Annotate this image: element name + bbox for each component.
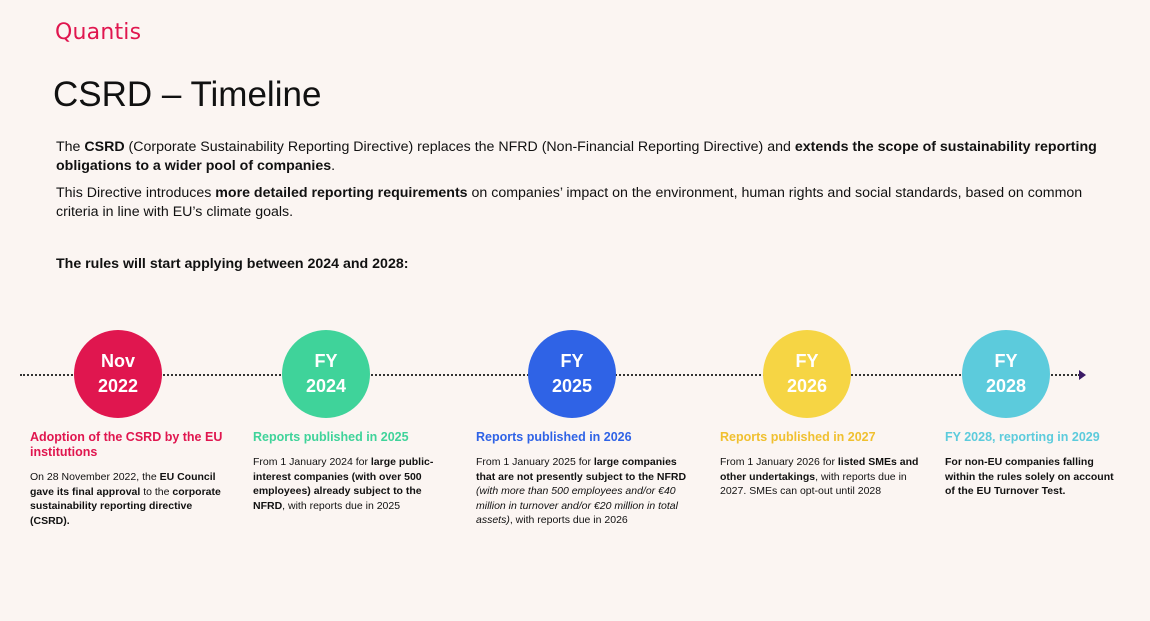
milestone-column-5: FY 2028, reporting in 2029 For non-EU co…	[945, 430, 1125, 499]
milestone-circle-fy-2024: FY 2024	[282, 330, 370, 418]
page-title: CSRD – Timeline	[53, 75, 322, 114]
lead-text: The rules will start applying between 20…	[56, 256, 409, 272]
milestone-column-4: Reports published in 2027 From 1 January…	[720, 430, 930, 499]
timeline: Nov 2022 FY 2024 FY 2025 FY 2026 FY 2028	[0, 320, 1150, 440]
milestone-circle-fy-2028: FY 2028	[962, 330, 1050, 418]
milestone-column-2: Reports published in 2025 From 1 January…	[253, 430, 448, 513]
milestone-circle-fy-2026: FY 2026	[763, 330, 851, 418]
milestone-circle-nov-2022: Nov 2022	[74, 330, 162, 418]
milestone-column-1: Adoption of the CSRD by the EU instituti…	[30, 430, 230, 528]
milestone-description: From 1 January 2026 for listed SMEs and …	[720, 456, 919, 497]
intro-paragraph-1: The CSRD (Corporate Sustainability Repor…	[56, 139, 1097, 174]
milestone-heading: Reports published in 2025	[253, 430, 409, 444]
intro-paragraph-2: This Directive introduces more detailed …	[56, 185, 1083, 220]
milestone-circle-fy-2025: FY 2025	[528, 330, 616, 418]
arrowhead-icon	[1079, 370, 1086, 380]
milestone-description: For non-EU companies falling within the …	[945, 456, 1114, 497]
milestone-column-3: Reports published in 2026 From 1 January…	[476, 430, 696, 528]
intro-text: The CSRD (Corporate Sustainability Repor…	[56, 138, 1106, 230]
milestone-heading: Adoption of the CSRD by the EU instituti…	[30, 430, 223, 459]
milestone-description: From 1 January 2025 for large companies …	[476, 456, 687, 526]
brand-logo: Quantis	[55, 20, 142, 45]
milestone-heading: Reports published in 2026	[476, 430, 632, 444]
milestone-description: On 28 November 2022, the EU Council gave…	[30, 471, 221, 527]
milestone-heading: Reports published in 2027	[720, 430, 876, 444]
milestone-description: From 1 January 2024 for large public-int…	[253, 456, 434, 512]
milestone-heading: FY 2028, reporting in 2029	[945, 430, 1100, 444]
